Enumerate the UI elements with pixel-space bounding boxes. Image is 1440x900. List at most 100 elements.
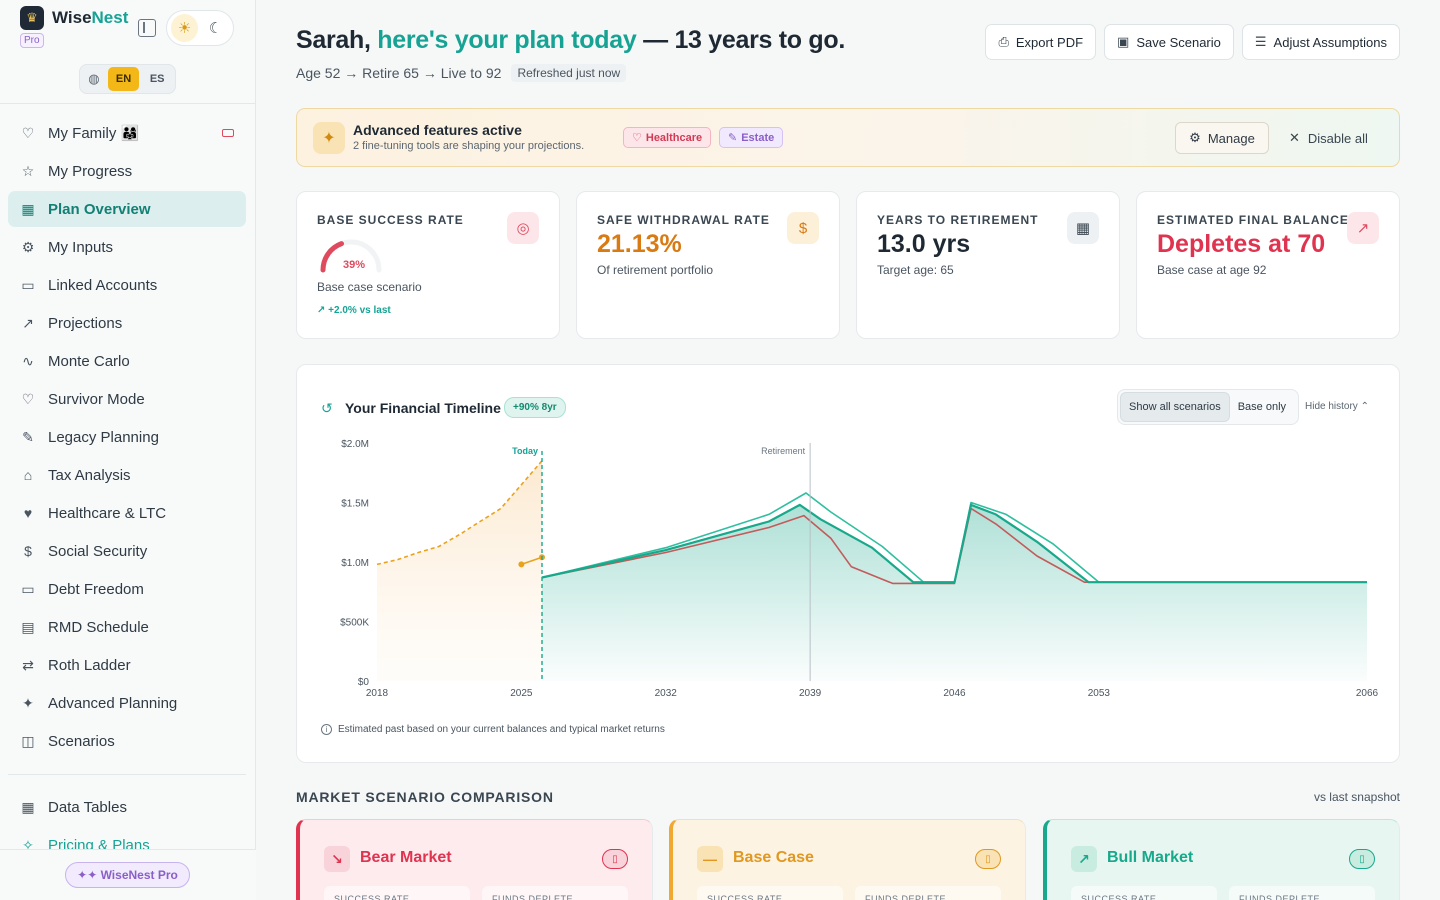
series-line <box>541 507 1367 585</box>
healthcare-tag[interactable]: ♡ Healthcare <box>623 127 712 148</box>
sidebar-item-scenarios[interactable]: ◫ Scenarios <box>8 723 246 759</box>
banner-subtitle: 2 fine-tuning tools are shaping your pro… <box>353 140 585 152</box>
withdrawal-rate-value: 21.13% <box>597 230 682 258</box>
star-icon: ☆ <box>21 162 35 179</box>
sidebar-item-advanced-planning[interactable]: ✦ Advanced Planning <box>8 685 246 721</box>
x-tick-label: 2018 <box>366 688 389 699</box>
base-only-option[interactable]: Base only <box>1237 401 1287 413</box>
sparkles-icon: ✦ <box>313 122 345 154</box>
sidebar-item-label: Plan Overview <box>48 200 151 218</box>
sidebar-item-survivor-mode[interactable]: ♡ Survivor Mode <box>8 381 246 417</box>
card-subtitle: Base case at age 92 <box>1157 263 1267 277</box>
sidebar-item-tax-analysis[interactable]: ⌂ Tax Analysis <box>8 457 246 493</box>
base-case-card[interactable]: — Base Case ▯ SUCCESS RATE FUNDS DEPLETE <box>669 819 1026 900</box>
hide-history-button[interactable]: Hide history ⌃ <box>1305 401 1369 412</box>
timeline-title: Your Financial Timeline <box>345 400 501 416</box>
lang-es[interactable]: ES <box>149 73 165 85</box>
final-balance-value: Depletes at 70 <box>1157 230 1326 258</box>
retirement-label: Retirement <box>761 446 806 456</box>
metric-success-rate: SUCCESS RATE <box>1071 886 1217 900</box>
card-label: ESTIMATED FINAL BALANCE <box>1157 213 1349 227</box>
card-label: BASE SUCCESS RATE <box>317 213 464 227</box>
success-delta: ↗ +2.0% vs last <box>317 305 391 316</box>
sidebar: ♛ WiseNest Pro ☀ ☾ ◍ EN ES ♡ My Family 👨‍… <box>0 0 256 900</box>
sidebar-item-label: Tax Analysis <box>48 466 131 484</box>
sidebar-item-label: My Progress <box>48 162 133 180</box>
sidebar-item-monte-carlo[interactable]: ∿ Monte Carlo <box>8 343 246 379</box>
lang-en[interactable]: EN <box>107 67 140 91</box>
sidebar-item-healthcare[interactable]: ♥ Healthcare & LTC <box>8 495 246 531</box>
sidebar-item-legacy-planning[interactable]: ✎ Legacy Planning <box>8 419 246 455</box>
collapse-sidebar-icon[interactable] <box>138 19 156 37</box>
manage-button[interactable]: ⚙ Manage <box>1175 122 1269 154</box>
sidebar-item-roth-ladder[interactable]: ⇄ Roth Ladder <box>8 647 246 683</box>
sparkle-icon: ✧ <box>22 836 34 853</box>
heart-icon: ♡ <box>632 132 642 144</box>
x-tick-label: 2053 <box>1088 688 1111 699</box>
vs-last-snapshot-link[interactable]: vs last snapshot <box>1313 790 1400 804</box>
sidebar-item-rmd-schedule[interactable]: ▤ RMD Schedule <box>8 609 246 645</box>
sun-icon[interactable]: ☀ <box>171 14 198 42</box>
sidebar-item-label: Roth Ladder <box>48 656 131 674</box>
final-balance-card: ESTIMATED FINAL BALANCE ↗ Depletes at 70… <box>1136 191 1400 339</box>
sliders-icon: ☰ <box>1254 34 1267 49</box>
sidebar-item-label: Debt Freedom <box>48 580 144 598</box>
sidebar-item-label: Scenarios <box>48 732 115 750</box>
sidebar-item-label: My Family 👨‍👩‍👧 <box>48 125 140 142</box>
sidebar-item-label: Monte Carlo <box>48 352 130 370</box>
years-value: 13.0 yrs <box>877 230 971 258</box>
sliders-icon: ⚙ <box>21 238 35 255</box>
plan-summary: Age 52 → Retire 65 → Live to 92 Refreshe… <box>296 64 627 82</box>
sidebar-item-data-tables[interactable]: ▦ Data Tables <box>8 789 246 825</box>
card-subtitle: Base case scenario <box>317 280 422 294</box>
brand[interactable]: ♛ WiseNest <box>20 6 128 30</box>
main-content: Sarah, here's your plan today — 13 years… <box>256 0 1440 900</box>
export-pdf-button[interactable]: ⎙ Export PDF <box>985 24 1097 60</box>
scenario-name: Bull Market <box>1107 849 1194 866</box>
sidebar-item-label: Survivor Mode <box>48 390 145 408</box>
sidebar-item-my-inputs[interactable]: ⚙ My Inputs <box>8 229 246 265</box>
y-tick-label: $0 <box>358 677 370 688</box>
timeline-chart[interactable]: $0 $500K $1.0M $1.5M $2.0M 2018 2025 2032 2039 20… <box>297 435 1401 705</box>
swap-icon: ⇄ <box>22 656 34 673</box>
y-tick-label: $500K <box>340 618 369 629</box>
upgrade-pro-button[interactable]: ✦✦ WiseNest Pro <box>65 862 190 888</box>
phone-icon: ▯ <box>1349 849 1375 869</box>
history-icon: ↺ <box>321 400 333 416</box>
sidebar-item-plan-overview[interactable]: ▦ Plan Overview <box>8 191 246 227</box>
sidebar-item-my-family[interactable]: ♡ My Family 👨‍👩‍👧 <box>8 115 246 151</box>
sidebar-item-projections[interactable]: ↗ Projections <box>8 305 246 341</box>
today-label: Today <box>512 446 538 456</box>
years-to-retirement-card: YEARS TO RETIREMENT ▦ 13.0 yrs Target ag… <box>856 191 1120 339</box>
dollar-icon: $ <box>787 212 819 244</box>
sidebar-item-label: Healthcare & LTC <box>48 504 167 522</box>
sidebar-item-my-progress[interactable]: ☆ My Progress <box>8 153 246 189</box>
history-area <box>377 460 542 681</box>
card-label: SAFE WITHDRAWAL RATE <box>597 213 770 227</box>
sidebar-item-debt-freedom[interactable]: ▭ Debt Freedom <box>8 571 246 607</box>
section-title: MARKET SCENARIO COMPARISON <box>296 789 554 805</box>
page-title: Sarah, here's your plan today — 13 years… <box>296 26 846 54</box>
show-all-scenarios-option[interactable]: Show all scenarios <box>1120 392 1230 422</box>
moon-icon[interactable]: ☾ <box>208 20 223 37</box>
sidebar-item-linked-accounts[interactable]: ▭ Linked Accounts <box>8 267 246 303</box>
language-switch[interactable]: ◍ EN ES <box>79 64 176 94</box>
estate-tag[interactable]: ✎ Estate <box>719 127 784 148</box>
disable-all-button[interactable]: ✕ Disable all <box>1289 130 1368 146</box>
crown-logo-icon: ♛ <box>20 6 44 30</box>
withdrawal-rate-card: SAFE WITHDRAWAL RATE $ 21.13% Of retirem… <box>576 191 840 339</box>
sidebar-item-social-security[interactable]: $ Social Security <box>8 533 246 569</box>
save-scenario-button[interactable]: ▣ Save Scenario <box>1104 24 1234 60</box>
theme-toggle[interactable]: ☀ ☾ <box>166 10 234 46</box>
heart-pulse-icon: ♥ <box>23 505 33 521</box>
sidebar-item-label: Legacy Planning <box>48 428 159 446</box>
history-point <box>518 561 525 568</box>
phone-icon: ▯ <box>975 849 1001 869</box>
y-tick-label: $2.0M <box>341 439 369 450</box>
history-point-line <box>521 556 543 566</box>
calendar-icon: ▦ <box>1067 212 1099 244</box>
bear-market-card[interactable]: ↘ Bear Market ▯ SUCCESS RATE FUNDS DEPLE… <box>296 819 653 900</box>
adjust-assumptions-button[interactable]: ☰ Adjust Assumptions <box>1241 24 1400 60</box>
sparkles-icon: ✦ <box>22 694 34 711</box>
bull-market-card[interactable]: ↗ Bull Market ▯ SUCCESS RATE FUNDS DEPLE… <box>1043 819 1400 900</box>
